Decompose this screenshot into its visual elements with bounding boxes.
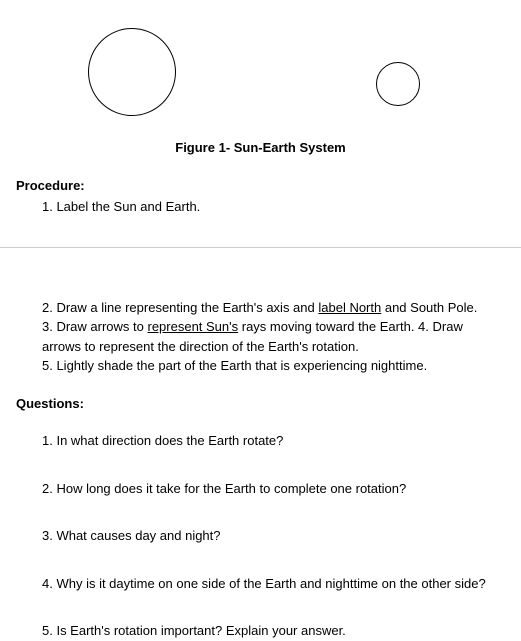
earth-circle (376, 62, 420, 106)
question-5: 5. Is Earth's rotation important? Explai… (0, 621, 521, 641)
procedure-item-3-4: 3. Draw arrows to represent Sun's rays m… (42, 317, 491, 356)
question-2: 2. How long does it take for the Earth t… (0, 479, 521, 499)
procedure-item-2-underline: label North (318, 300, 381, 315)
procedure-item-2-post: and South Pole. (381, 300, 477, 315)
figure-area (0, 10, 521, 130)
procedure-item-2-pre: 2. Draw a line representing the Earth's … (42, 300, 318, 315)
procedure-item-3-underline: represent Sun's (147, 319, 238, 334)
question-3: 3. What causes day and night? (0, 526, 521, 546)
figure-caption: Figure 1- Sun-Earth System (0, 138, 521, 158)
sun-circle (88, 28, 176, 116)
section-divider (0, 247, 521, 248)
question-4: 4. Why is it daytime on one side of the … (0, 574, 521, 594)
procedure-item-5: 5. Lightly shade the part of the Earth t… (42, 356, 491, 376)
question-1: 1. In what direction does the Earth rota… (0, 431, 521, 451)
procedure-items-2-5: 2. Draw a line representing the Earth's … (0, 298, 521, 376)
procedure-item-2: 2. Draw a line representing the Earth's … (42, 298, 491, 318)
procedure-item-3-pre: 3. Draw arrows to (42, 319, 147, 334)
procedure-header: Procedure: (0, 176, 521, 196)
procedure-item-1: 1. Label the Sun and Earth. (0, 197, 521, 217)
questions-header: Questions: (0, 394, 521, 414)
